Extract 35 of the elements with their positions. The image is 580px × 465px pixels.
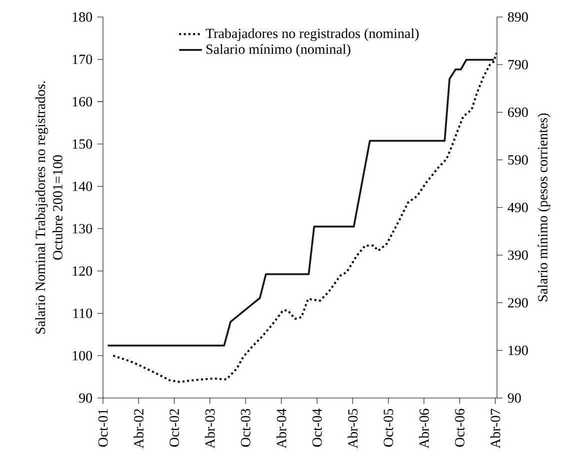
y-tick-label: 120 (72, 266, 92, 276)
x-tick-label: Abr-04 (276, 408, 286, 448)
x-tick-label: Abr-02 (134, 409, 144, 448)
y2-tick-label: 190 (508, 346, 528, 356)
y-tick-label: 110 (73, 308, 92, 318)
legend-label: Trabajadores no registrados (nominal) (206, 28, 419, 42)
x-tick-label: Abr-07 (490, 408, 500, 448)
y2-tick-label: 890 (508, 12, 528, 22)
y-tick-label: 140 (72, 182, 92, 192)
x-tick-label: Oct-05 (384, 408, 394, 447)
x-tick-label: Abr-06 (419, 408, 429, 448)
y-tick-label: 90 (79, 393, 92, 403)
y2-tick-label: 490 (508, 202, 528, 212)
x-tick-label: Oct-03 (240, 408, 250, 447)
x-tick-label: Abr-05 (348, 408, 358, 448)
y2-tick-label: 390 (508, 250, 528, 260)
x-tick-label: Abr-03 (204, 408, 215, 448)
y2-tick-label: 590 (508, 155, 528, 165)
x-tick-label: Oct-01 (98, 409, 108, 447)
y2-axis-title: Salario mínimo (pesos corrientes) (538, 113, 550, 302)
y-tick-label: 130 (72, 224, 92, 234)
x-tick-label: Oct-02 (170, 409, 180, 447)
y-tick-label: 170 (72, 54, 92, 64)
legend-label: Salario mínimo (nominal) (206, 44, 350, 57)
x-tick-label: Oct-06 (454, 408, 464, 447)
y-axis-title: Salario Nominal Trabajadores no registrados. Octubre 2001=100 (35, 81, 62, 334)
y-tick-label: 100 (72, 350, 92, 360)
y2-tick-label: 690 (508, 108, 528, 117)
y2-tick-label: 290 (508, 298, 528, 308)
x-tick-label: Oct-04 (312, 408, 322, 447)
y-tick-label: 150 (72, 139, 92, 149)
y2-tick-label: 790 (508, 60, 528, 70)
y-tick-label: 180 (72, 12, 92, 22)
y2-tick-label: 90 (508, 393, 521, 403)
y-tick-label: 160 (72, 96, 92, 106)
